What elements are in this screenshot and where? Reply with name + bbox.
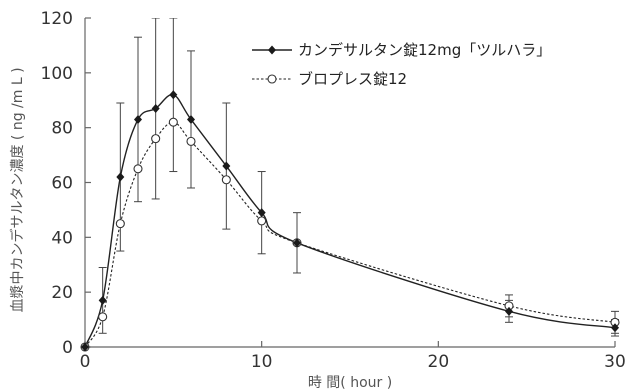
legend-label: カンデサルタン錠12mg「ツルハラ」 bbox=[298, 41, 551, 59]
data-point-circle bbox=[151, 134, 161, 144]
data-point-diamond bbox=[98, 295, 107, 305]
data-point-diamond bbox=[116, 172, 125, 182]
legend-marker-diamond bbox=[268, 45, 276, 55]
y-tick-label: 100 bbox=[41, 64, 73, 84]
data-point-diamond bbox=[505, 306, 513, 316]
x-tick-label: 10 bbox=[251, 352, 273, 372]
data-point-diamond bbox=[81, 342, 89, 352]
data-point-circle bbox=[221, 175, 231, 185]
legend-marker-circle bbox=[267, 74, 277, 84]
data-point-diamond bbox=[222, 161, 231, 171]
y-axis-title-group: 血漿中カンデサルタン濃度 ( ng /m L ) bbox=[9, 67, 26, 312]
y-tick-label: 0 bbox=[62, 338, 73, 358]
data-point-circle bbox=[257, 216, 267, 226]
data-point-circle bbox=[98, 312, 108, 322]
data-point-diamond bbox=[169, 90, 178, 100]
y-axis-title: 血漿中カンデサルタン濃度 ( ng /m L ) bbox=[9, 67, 26, 312]
x-axis-title: 時 間( hour ) bbox=[308, 375, 392, 391]
plot-area bbox=[80, 18, 620, 352]
data-point-diamond bbox=[151, 103, 160, 113]
data-point-circle bbox=[115, 219, 125, 229]
y-tick-label: 60 bbox=[51, 174, 73, 194]
data-point-circle bbox=[133, 164, 143, 174]
series-line bbox=[84, 93, 616, 348]
data-point-diamond bbox=[187, 114, 195, 124]
y-tick-label: 80 bbox=[51, 119, 73, 139]
y-tick-label: 40 bbox=[51, 228, 73, 248]
data-point-diamond bbox=[611, 323, 619, 333]
data-point-diamond bbox=[293, 238, 301, 248]
y-tick-label: 20 bbox=[51, 283, 73, 303]
data-point-circle bbox=[168, 117, 178, 127]
x-tick-label: 20 bbox=[428, 352, 450, 372]
series-line bbox=[84, 121, 616, 348]
data-point-diamond bbox=[134, 114, 142, 124]
x-tick-label: 30 bbox=[604, 352, 626, 372]
y-tick-label: 120 bbox=[41, 9, 73, 29]
legend-label: ブロプレス錠12 bbox=[298, 70, 407, 88]
x-tick-label: 0 bbox=[80, 352, 91, 372]
data-point-circle bbox=[186, 136, 196, 146]
data-point-diamond bbox=[257, 208, 266, 218]
